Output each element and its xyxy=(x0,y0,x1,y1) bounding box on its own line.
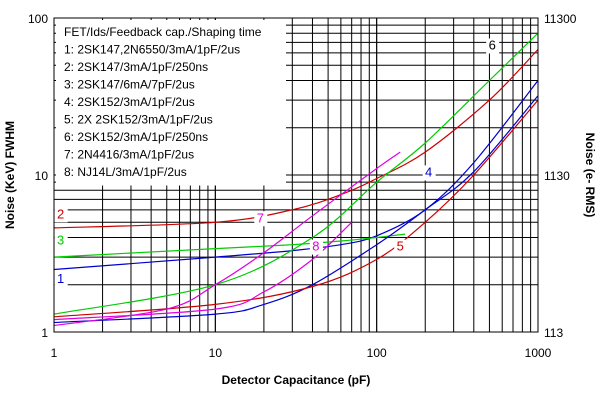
series-line-3 xyxy=(53,233,406,258)
x-tick-label: 100 xyxy=(367,346,387,360)
series-label-6: 6 xyxy=(489,38,496,53)
series-label-bg-4 xyxy=(422,165,436,181)
legend-title: FET/Ids/Feedback cap./Shaping time xyxy=(64,25,262,39)
series-label-5: 5 xyxy=(397,239,404,254)
x-axis-title: Detector Capacitance (pF) xyxy=(222,373,371,387)
series-label-bg-1 xyxy=(54,272,68,288)
series-label-1: 1 xyxy=(57,271,64,286)
series-line-5 xyxy=(53,99,539,318)
y2-tick-label: 11300 xyxy=(544,12,577,26)
series-label-2: 2 xyxy=(57,206,64,221)
legend-entry-7: 7: 2N4416/3mA/1pF/2us xyxy=(64,148,194,162)
y-tick-label: 1 xyxy=(41,326,48,340)
series-label-8: 8 xyxy=(312,239,319,254)
y2-axis-title: Noise (e- RMS) xyxy=(583,133,597,218)
legend-entry-8: 8: NJ14L/3mA/1pF/2us xyxy=(64,165,187,179)
series-label-3: 3 xyxy=(57,233,64,248)
y2-tick-label: 1130 xyxy=(544,169,570,183)
legend-entry-3: 3: 2SK147/6mA/7pF/2us xyxy=(64,78,195,92)
series-label-bg-3 xyxy=(54,233,68,249)
series-label-bg-2 xyxy=(54,207,68,223)
series-label-7: 7 xyxy=(257,210,264,225)
legend-entry-5: 5: 2X 2SK152/3mA/1pF/2us xyxy=(64,113,213,127)
legend-entry-2: 2: 2SK147/3mA/1pF/250ns xyxy=(64,60,208,74)
series-line-1 xyxy=(53,80,539,271)
tick-labels: 1 10 100 1000 1 10 100 113 1130 11300 xyxy=(28,12,577,360)
series-labels: 1 2 3 4 5 6 7 8 xyxy=(54,38,500,288)
x-tick-label: 1 xyxy=(51,346,58,360)
series-line-7 xyxy=(53,151,401,327)
series-label-bg-7 xyxy=(254,211,268,227)
y-axis-title: Noise (KeV) FWHM xyxy=(3,121,17,229)
series-line-2 xyxy=(53,49,539,229)
legend-entry-6: 6: 2SK152/3mA/1pF/250ns xyxy=(64,130,208,144)
x-tick-label: 10 xyxy=(209,346,223,360)
legend-entry-1: 1: 2SK147,2N6550/3mA/1pF/2us xyxy=(64,43,240,57)
y-tick-label: 100 xyxy=(28,12,48,26)
series-label-4: 4 xyxy=(425,164,432,179)
legend-box xyxy=(56,20,286,186)
series-label-bg-6 xyxy=(486,38,500,54)
legend-entry-4: 4: 2SK152/3mA/1pF/2us xyxy=(64,95,195,109)
series-label-bg-5 xyxy=(394,239,408,255)
legend: FET/Ids/Feedback cap./Shaping time 1: 2SK… xyxy=(56,20,286,186)
series-line-6 xyxy=(53,32,539,315)
y2-tick-label: 113 xyxy=(544,326,563,340)
series-layer xyxy=(53,32,539,327)
x-tick-label: 1000 xyxy=(525,346,552,360)
y-tick-label: 10 xyxy=(35,169,49,183)
series-label-bg-8 xyxy=(309,239,323,255)
series-line-4 xyxy=(53,95,539,324)
plot-frame xyxy=(53,17,539,333)
